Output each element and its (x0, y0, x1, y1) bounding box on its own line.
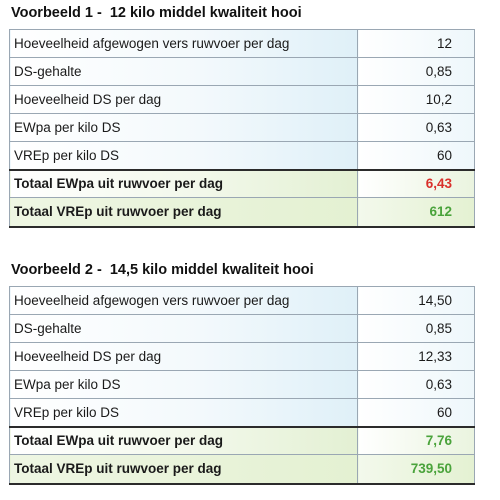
row-value: 0,63 (357, 370, 475, 399)
row-value: 12 (357, 29, 475, 58)
total-label: Totaal VREp uit ruwvoer per dag (9, 197, 358, 228)
table-row: VREp per kilo DS 60 (9, 398, 475, 427)
table-row: Hoeveelheid DS per dag 10,2 (9, 85, 475, 114)
row-value: 60 (357, 141, 475, 170)
example-1-table: Hoeveelheid afgewogen vers ruwvoer per d… (9, 29, 475, 228)
table-row: Hoeveelheid afgewogen vers ruwvoer per d… (9, 286, 475, 315)
row-label: Hoeveelheid DS per dag (9, 342, 358, 371)
table-row: EWpa per kilo DS 0,63 (9, 113, 475, 142)
row-label: VREp per kilo DS (9, 398, 358, 427)
row-label: EWpa per kilo DS (9, 370, 358, 399)
row-label: DS-gehalte (9, 57, 358, 86)
total-label: Totaal EWpa uit ruwvoer per dag (9, 168, 358, 198)
row-label: Hoeveelheid afgewogen vers ruwvoer per d… (9, 29, 358, 58)
row-value: 0,85 (357, 314, 475, 343)
total-value: 612 (357, 197, 475, 228)
example-1-title: Voorbeeld 1 - 12 kilo middel kwaliteit h… (11, 5, 302, 21)
total-value: 6,43 (357, 168, 475, 198)
total-value: 7,76 (357, 425, 475, 455)
table-row: Hoeveelheid afgewogen vers ruwvoer per d… (9, 29, 475, 58)
table-row: EWpa per kilo DS 0,63 (9, 370, 475, 399)
row-label: Hoeveelheid DS per dag (9, 85, 358, 114)
table-row: Hoeveelheid DS per dag 12,33 (9, 342, 475, 371)
row-value: 0,63 (357, 113, 475, 142)
row-label: VREp per kilo DS (9, 141, 358, 170)
total-ewpa-row: Totaal EWpa uit ruwvoer per dag 7,76 (9, 425, 475, 455)
table-row: DS-gehalte 0,85 (9, 57, 475, 86)
table-row: VREp per kilo DS 60 (9, 141, 475, 170)
row-label: Hoeveelheid afgewogen vers ruwvoer per d… (9, 286, 358, 315)
row-value: 0,85 (357, 57, 475, 86)
example-2-title: Voorbeeld 2 - 14,5 kilo middel kwaliteit… (11, 262, 314, 278)
row-label: DS-gehalte (9, 314, 358, 343)
row-value: 60 (357, 398, 475, 427)
total-vrep-row: Totaal VREp uit ruwvoer per dag 739,50 (9, 454, 475, 485)
table-row: DS-gehalte 0,85 (9, 314, 475, 343)
example-2-table: Hoeveelheid afgewogen vers ruwvoer per d… (9, 286, 475, 485)
row-value: 14,50 (357, 286, 475, 315)
total-label: Totaal EWpa uit ruwvoer per dag (9, 425, 358, 455)
row-value: 12,33 (357, 342, 475, 371)
total-ewpa-row: Totaal EWpa uit ruwvoer per dag 6,43 (9, 168, 475, 198)
total-value: 739,50 (357, 454, 475, 485)
row-value: 10,2 (357, 85, 475, 114)
total-label: Totaal VREp uit ruwvoer per dag (9, 454, 358, 485)
row-label: EWpa per kilo DS (9, 113, 358, 142)
total-vrep-row: Totaal VREp uit ruwvoer per dag 612 (9, 197, 475, 228)
